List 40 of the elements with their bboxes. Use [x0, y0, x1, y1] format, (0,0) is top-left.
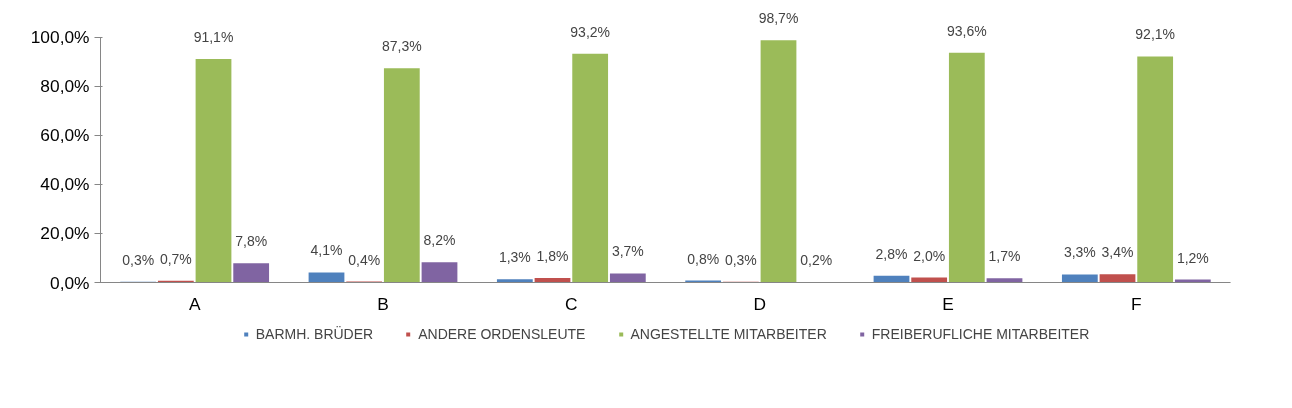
- data-label: 2,0%: [913, 247, 946, 264]
- x-tick-label: B: [377, 293, 389, 314]
- y-tick-label: 20,0%: [40, 223, 90, 244]
- x-tick-label: C: [565, 293, 578, 314]
- data-label: 0,3%: [724, 251, 757, 268]
- legend-label: ANDERE ORDENSLEUTE: [418, 326, 586, 342]
- data-label: 93,6%: [946, 22, 987, 39]
- data-label: 0,4%: [348, 251, 381, 268]
- data-label: 3,4%: [1101, 244, 1134, 261]
- y-tick-label: 60,0%: [40, 125, 90, 146]
- data-label: 0,3%: [122, 251, 155, 268]
- y-tick-label: 100,0%: [30, 27, 90, 48]
- data-label: 87,3%: [381, 38, 422, 55]
- data-label: 1,2%: [1176, 249, 1209, 266]
- x-tick-label: E: [942, 293, 954, 314]
- data-label: 7,8%: [235, 233, 268, 250]
- x-tick-label: F: [1131, 293, 1142, 314]
- legend-label: BARMH. BRÜDER: [255, 326, 374, 342]
- y-tick-label: 0,0%: [50, 272, 90, 293]
- data-label: 8,2%: [423, 232, 456, 249]
- data-label: 1,8%: [536, 248, 569, 265]
- y-tick-label: 40,0%: [40, 174, 90, 195]
- x-tick-label: D: [753, 293, 766, 314]
- data-label: 1,3%: [498, 249, 531, 266]
- x-tick-label: A: [188, 293, 201, 314]
- data-label: 93,2%: [570, 23, 611, 40]
- data-label: 3,3%: [1063, 244, 1096, 261]
- data-label: 98,7%: [758, 10, 799, 27]
- data-label: 4,1%: [310, 242, 343, 259]
- data-label: 0,7%: [159, 250, 192, 267]
- data-label: 92,1%: [1135, 26, 1176, 43]
- data-label: 0,2%: [800, 252, 833, 269]
- data-label: 91,1%: [193, 28, 234, 45]
- legend-label: FREIBERUFLICHE MITARBEITER: [871, 326, 1090, 342]
- y-tick-label: 80,0%: [40, 76, 90, 97]
- data-label: 2,8%: [875, 245, 908, 262]
- data-label: 3,7%: [611, 243, 644, 260]
- data-label: 1,7%: [988, 248, 1021, 265]
- legend-label: ANGESTELLTE MITARBEITER: [630, 326, 827, 342]
- data-label: 0,8%: [687, 250, 720, 267]
